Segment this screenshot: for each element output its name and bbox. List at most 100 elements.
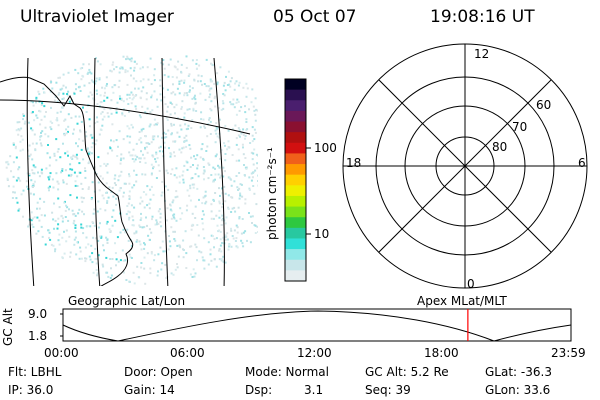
uv-speckle <box>95 172 98 175</box>
uv-speckle <box>135 173 138 176</box>
uv-speckle <box>136 239 139 241</box>
uv-speckle <box>157 210 160 213</box>
uv-speckle <box>222 166 225 169</box>
uv-speckle <box>235 159 238 162</box>
uv-speckle <box>141 105 144 108</box>
uv-speckle <box>117 145 119 148</box>
uv-speckle <box>132 148 135 151</box>
uv-speckle <box>29 153 32 156</box>
uv-speckle <box>125 58 127 61</box>
uv-speckle <box>140 130 143 133</box>
uv-speckle <box>149 111 152 114</box>
uv-speckle <box>80 78 83 81</box>
uv-speckle <box>209 253 212 256</box>
uv-speckle <box>218 136 221 139</box>
uv-speckle <box>99 235 102 238</box>
uv-speckle <box>233 206 236 209</box>
uv-speckle <box>222 217 224 220</box>
uv-speckle <box>48 231 51 234</box>
uv-speckle <box>45 111 47 113</box>
uv-speckle <box>76 196 78 199</box>
uv-speckle <box>169 245 172 248</box>
uv-speckle <box>74 224 77 227</box>
uv-speckle <box>170 133 173 136</box>
uv-speckle <box>15 129 18 132</box>
colorbar-band <box>285 89 306 101</box>
uv-speckle <box>212 166 215 169</box>
uv-speckle <box>230 229 233 232</box>
uv-speckle <box>187 75 190 77</box>
uv-speckle <box>151 135 154 138</box>
uv-speckle <box>244 174 246 177</box>
uv-speckle <box>22 113 24 116</box>
uv-speckle <box>194 98 197 101</box>
uv-speckle <box>150 83 153 85</box>
uv-speckle <box>222 236 225 239</box>
uv-speckle <box>192 109 195 112</box>
uv-speckle <box>183 81 186 84</box>
uv-speckle <box>128 58 131 61</box>
uv-speckle <box>230 227 232 230</box>
uv-speckle <box>226 148 229 151</box>
uv-speckle <box>201 83 203 86</box>
uv-speckle <box>230 196 233 199</box>
uv-speckle <box>55 138 58 141</box>
uv-speckle <box>140 248 143 251</box>
uv-speckle <box>219 118 221 121</box>
uv-speckle <box>51 211 54 214</box>
uv-speckle <box>257 180 258 182</box>
uv-speckle <box>123 182 126 185</box>
uv-speckle <box>201 222 204 225</box>
uv-speckle <box>151 137 154 139</box>
uv-speckle <box>150 231 153 234</box>
uv-speckle <box>93 208 96 211</box>
uv-speckle <box>143 256 146 259</box>
uv-speckle <box>215 214 218 217</box>
uv-speckle <box>74 230 77 233</box>
uv-speckle <box>40 168 43 171</box>
uv-speckle <box>51 87 54 90</box>
uv-speckle <box>124 71 127 74</box>
uv-speckle <box>150 96 153 99</box>
uv-speckle <box>217 107 220 109</box>
uv-speckle <box>202 213 205 216</box>
uv-speckle <box>110 70 113 73</box>
uv-speckle <box>56 117 59 120</box>
uv-speckle <box>175 190 178 193</box>
uv-speckle <box>65 132 68 135</box>
uv-speckle <box>84 167 86 170</box>
uv-speckle <box>242 153 245 156</box>
uv-speckle <box>245 121 248 123</box>
uv-speckle <box>81 200 84 203</box>
uv-speckle <box>194 243 197 246</box>
uv-speckle <box>252 185 255 187</box>
uv-speckle <box>16 201 19 204</box>
colorbar-band <box>285 121 306 133</box>
uv-speckle <box>215 132 218 135</box>
uv-speckle <box>229 178 232 181</box>
uv-speckle <box>62 142 64 145</box>
uv-speckle <box>107 115 110 118</box>
uv-speckle <box>224 192 227 195</box>
uv-speckle <box>17 176 20 179</box>
uv-speckle <box>95 89 98 92</box>
uv-speckle <box>117 86 120 89</box>
colorbar-band <box>285 249 306 261</box>
uv-speckle <box>47 229 50 232</box>
observation-time: 19:08:16 UT <box>430 7 535 27</box>
uv-speckle <box>114 242 116 245</box>
uv-speckle <box>222 260 225 263</box>
uv-speckle <box>157 253 160 256</box>
uv-speckle <box>236 98 239 101</box>
uv-speckle <box>84 257 86 260</box>
uv-speckle <box>208 89 211 92</box>
uv-speckle <box>79 67 82 70</box>
uv-speckle <box>75 153 78 156</box>
uv-speckle <box>242 146 244 149</box>
uv-speckle <box>134 87 136 90</box>
uv-speckle <box>28 173 31 175</box>
uv-speckle <box>218 209 221 212</box>
uv-speckle <box>218 258 221 261</box>
colorbar-label-100: 100 <box>314 141 337 155</box>
uv-speckle <box>220 149 223 152</box>
